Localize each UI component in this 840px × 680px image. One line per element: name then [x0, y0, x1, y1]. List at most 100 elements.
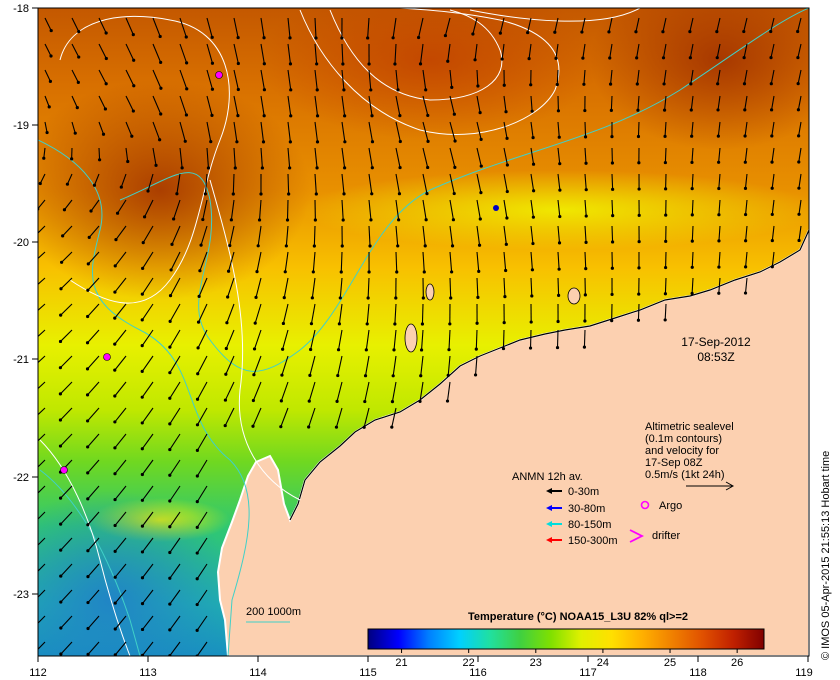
velocity-arrowhead	[141, 241, 145, 245]
velocity-arrow	[503, 251, 507, 271]
velocity-arrow	[797, 69, 802, 84]
velocity-arrow	[152, 69, 162, 89]
velocity-arrow	[38, 199, 46, 210]
velocity-arrowhead	[195, 423, 200, 427]
velocity-arrow	[394, 303, 397, 324]
velocity-arrow	[530, 147, 535, 165]
coastline-shadow	[289, 229, 809, 521]
velocity-arrowhead	[477, 243, 482, 247]
velocity-arrowhead	[283, 270, 287, 274]
velocity-arrow	[114, 589, 127, 604]
velocity-arrowhead	[797, 186, 801, 190]
velocity-arrow	[530, 95, 533, 112]
velocity-arrow	[554, 17, 559, 33]
velocity-arrow	[170, 251, 181, 271]
velocity-arrow	[770, 69, 775, 84]
velocity-arrowhead	[113, 342, 117, 346]
velocity-arrow	[43, 147, 46, 159]
argo-legend: Argo	[640, 500, 682, 512]
velocity-arrowhead	[140, 421, 144, 425]
drifter-icon	[629, 529, 645, 543]
velocity-arrowhead	[424, 88, 428, 92]
velocity-arrowhead	[530, 294, 534, 298]
velocity-arrowhead	[58, 366, 63, 370]
velocity-arrow	[152, 17, 161, 37]
svg-text:80-150m: 80-150m	[568, 519, 611, 531]
velocity-arrowhead	[446, 59, 450, 63]
velocity-arrow	[691, 121, 694, 137]
velocity-arrowhead	[140, 498, 144, 502]
velocity-arrow	[60, 485, 73, 499]
velocity-arrow	[98, 121, 105, 135]
velocity-arrow	[395, 225, 399, 246]
velocity-arrowhead	[140, 369, 144, 374]
velocity-arrowhead	[60, 260, 64, 264]
velocity-arrowhead	[479, 137, 483, 141]
velocity-arrowhead	[420, 322, 425, 326]
velocity-arrowhead	[663, 265, 668, 270]
velocity-arrow	[637, 121, 640, 137]
velocity-arrow	[98, 69, 107, 85]
velocity-arrow	[98, 95, 106, 110]
velocity-arrow	[364, 381, 370, 402]
velocity-arrow	[196, 641, 208, 656]
velocity-arrow	[198, 303, 208, 323]
velocity-arrowhead	[201, 217, 205, 222]
velocity-arrow	[691, 277, 694, 294]
velocity-arrow	[233, 147, 236, 168]
velocity-arrowhead	[584, 161, 588, 165]
svg-text:17-Sep 08Z: 17-Sep 08Z	[645, 457, 703, 469]
velocity-arrowhead	[113, 523, 117, 528]
x-tick: 114	[249, 656, 267, 679]
velocity-arrow	[308, 381, 316, 402]
velocity-arrowhead	[445, 399, 450, 403]
velocity-arrowhead	[363, 374, 368, 378]
velocity-arrow	[87, 537, 100, 552]
velocity-arrow	[285, 225, 289, 246]
velocity-arrowhead	[140, 550, 145, 554]
velocity-arrowhead	[449, 296, 453, 300]
velocity-arrow	[202, 199, 208, 220]
velocity-arrowhead	[370, 166, 374, 170]
velocity-arrowhead	[661, 30, 665, 34]
velocity-arrowhead	[530, 268, 535, 272]
velocity-arrowhead	[86, 549, 90, 553]
velocity-arrowhead	[340, 36, 344, 40]
velocity-arrowhead	[170, 242, 174, 246]
velocity-arrow	[364, 355, 370, 376]
velocity-arrow	[691, 199, 694, 215]
velocity-arrowhead	[769, 55, 773, 60]
velocity-arrow	[87, 615, 100, 629]
velocity-arrow	[365, 329, 370, 350]
velocity-arrowhead	[86, 575, 90, 579]
velocity-arrow	[98, 147, 101, 160]
velocity-arrow	[141, 277, 154, 295]
velocity-arrow	[142, 615, 154, 630]
svg-text:Altimetric sealevel: Altimetric sealevel	[645, 421, 734, 433]
velocity-arrowhead	[312, 244, 316, 248]
velocity-arrowhead	[42, 156, 46, 160]
velocity-arrow	[206, 121, 212, 142]
velocity-arrowhead	[505, 136, 509, 140]
velocity-arrowhead	[582, 82, 586, 86]
velocity-arrow	[169, 485, 181, 502]
velocity-arrowhead	[555, 82, 559, 87]
velocity-arrow	[125, 43, 135, 61]
velocity-arrow	[38, 381, 46, 390]
velocity-arrowhead	[770, 160, 774, 164]
velocity-arrow	[114, 485, 127, 500]
velocity-arrow	[368, 147, 373, 168]
velocity-arrow	[169, 329, 181, 348]
velocity-arrow	[254, 329, 262, 350]
velocity-arrow	[287, 121, 291, 142]
velocity-arrowhead	[478, 110, 482, 115]
velocity-arrowhead	[140, 472, 144, 477]
velocity-arrowhead	[97, 158, 102, 162]
velocity-arrowhead	[338, 296, 342, 300]
velocity-arrow	[152, 121, 161, 140]
velocity-arrowhead	[473, 373, 478, 377]
velocity-arrow	[196, 615, 208, 631]
velocity-arrowhead	[426, 165, 430, 170]
velocity-arrowhead	[288, 140, 292, 144]
velocity-arrowhead	[716, 82, 720, 86]
